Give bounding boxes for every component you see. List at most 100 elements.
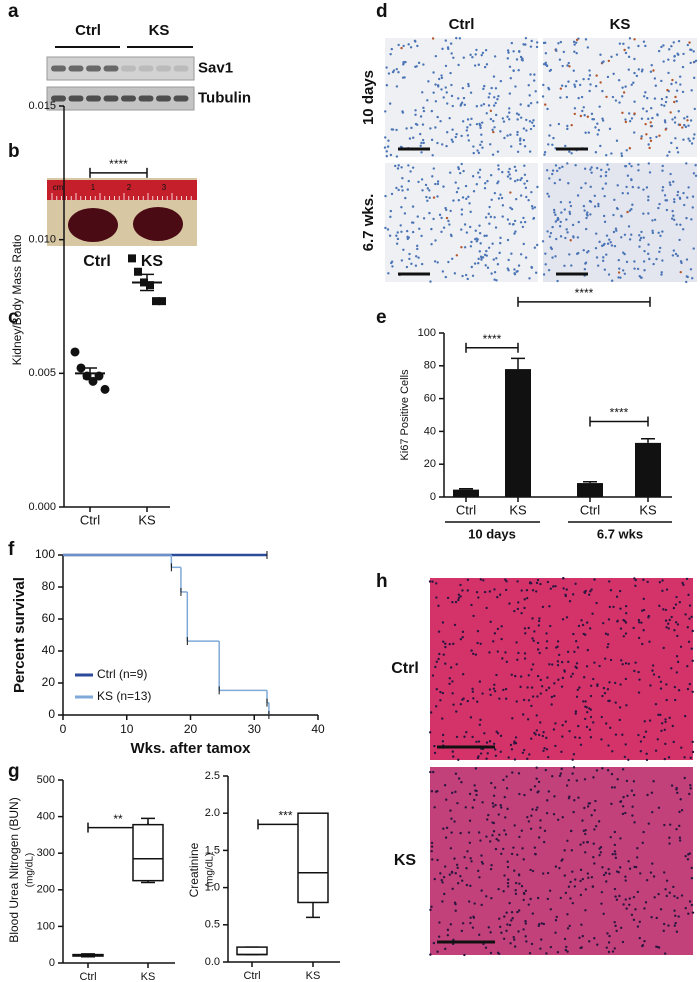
nucleus — [515, 112, 519, 115]
nucleus — [529, 73, 532, 76]
nucleus — [506, 923, 509, 926]
nucleus — [457, 758, 460, 761]
nucleus — [671, 78, 674, 82]
nucleus — [624, 662, 628, 665]
nucleus — [688, 792, 691, 796]
nucleus — [389, 52, 392, 56]
nucleus — [627, 46, 630, 49]
nucleus — [432, 941, 436, 945]
nucleus — [611, 750, 614, 753]
nucleus — [662, 608, 665, 611]
nucleus — [687, 593, 690, 597]
nucleus — [660, 79, 663, 83]
nucleus — [574, 665, 577, 668]
nucleus — [571, 901, 575, 905]
nucleus — [541, 734, 545, 738]
nucleus — [593, 578, 596, 581]
nucleus — [548, 663, 551, 666]
nucleus — [581, 819, 584, 822]
nucleus — [456, 866, 459, 870]
nucleus — [599, 851, 602, 854]
nucleus — [562, 587, 565, 590]
nucleus — [636, 847, 639, 850]
nucleus — [638, 234, 641, 237]
nucleus — [670, 217, 674, 220]
nucleus — [437, 604, 440, 608]
nucleus — [621, 191, 624, 195]
nucleus — [528, 753, 531, 756]
nucleus — [387, 139, 390, 142]
nucleus — [584, 227, 588, 231]
nucleus — [444, 86, 447, 89]
nucleus — [484, 216, 488, 219]
nucleus — [477, 262, 480, 265]
nucleus — [661, 189, 664, 192]
nucleus — [430, 850, 433, 853]
nucleus — [514, 888, 517, 892]
nucleus — [645, 186, 649, 189]
nucleus — [506, 881, 510, 885]
nucleus — [637, 618, 641, 622]
nucleus — [493, 632, 497, 635]
nucleus — [584, 182, 587, 185]
nucleus — [590, 166, 593, 169]
nucleus — [678, 601, 682, 604]
nucleus — [530, 686, 534, 689]
nucleus — [431, 674, 435, 677]
nucleus — [474, 237, 477, 241]
nucleus — [632, 793, 636, 797]
nucleus — [509, 743, 513, 747]
nucleus — [684, 854, 687, 858]
x-tick-label: KS — [141, 971, 156, 982]
nucleus — [477, 740, 481, 743]
nucleus — [690, 142, 694, 145]
nucleus — [448, 223, 451, 226]
nucleus — [501, 215, 504, 218]
nucleus — [534, 90, 537, 93]
nucleus — [436, 195, 439, 198]
nucleus — [461, 673, 465, 676]
nucleus — [601, 187, 604, 190]
nucleus — [504, 687, 508, 691]
nucleus — [619, 607, 622, 610]
nucleus — [537, 624, 541, 627]
nucleus — [589, 185, 592, 189]
nucleus — [642, 260, 646, 263]
nucleus — [687, 137, 690, 140]
nucleus — [662, 929, 665, 933]
nucleus — [436, 790, 439, 793]
nucleus — [406, 188, 409, 191]
y-tick-label: 1.5 — [205, 844, 220, 856]
nucleus — [554, 931, 557, 934]
nucleus — [646, 793, 649, 797]
nucleus — [642, 578, 645, 582]
ruler-number: 1 — [91, 183, 96, 192]
nucleus — [452, 703, 455, 706]
y-axis-label: Percent survival — [11, 577, 28, 693]
nucleus — [422, 109, 426, 113]
nucleus — [688, 41, 691, 44]
nucleus — [661, 579, 664, 582]
nucleus — [530, 39, 533, 43]
nucleus — [472, 614, 475, 618]
nucleus — [409, 46, 413, 49]
nucleus — [502, 847, 505, 851]
nucleus — [631, 805, 634, 808]
nucleus — [581, 877, 584, 881]
nucleus — [672, 249, 676, 252]
nucleus — [613, 681, 617, 685]
nucleus — [542, 83, 545, 87]
nucleus — [506, 218, 510, 221]
nucleus — [522, 242, 525, 246]
nucleus — [638, 678, 641, 681]
nucleus — [681, 228, 685, 231]
nucleus — [549, 124, 552, 127]
nucleus — [530, 737, 533, 740]
nucleus — [561, 64, 564, 68]
nucleus — [681, 90, 685, 94]
nucleus — [678, 75, 682, 78]
blot-strip — [46, 56, 195, 81]
nucleus — [582, 632, 585, 636]
nucleus — [582, 700, 585, 703]
nucleus — [540, 922, 544, 925]
